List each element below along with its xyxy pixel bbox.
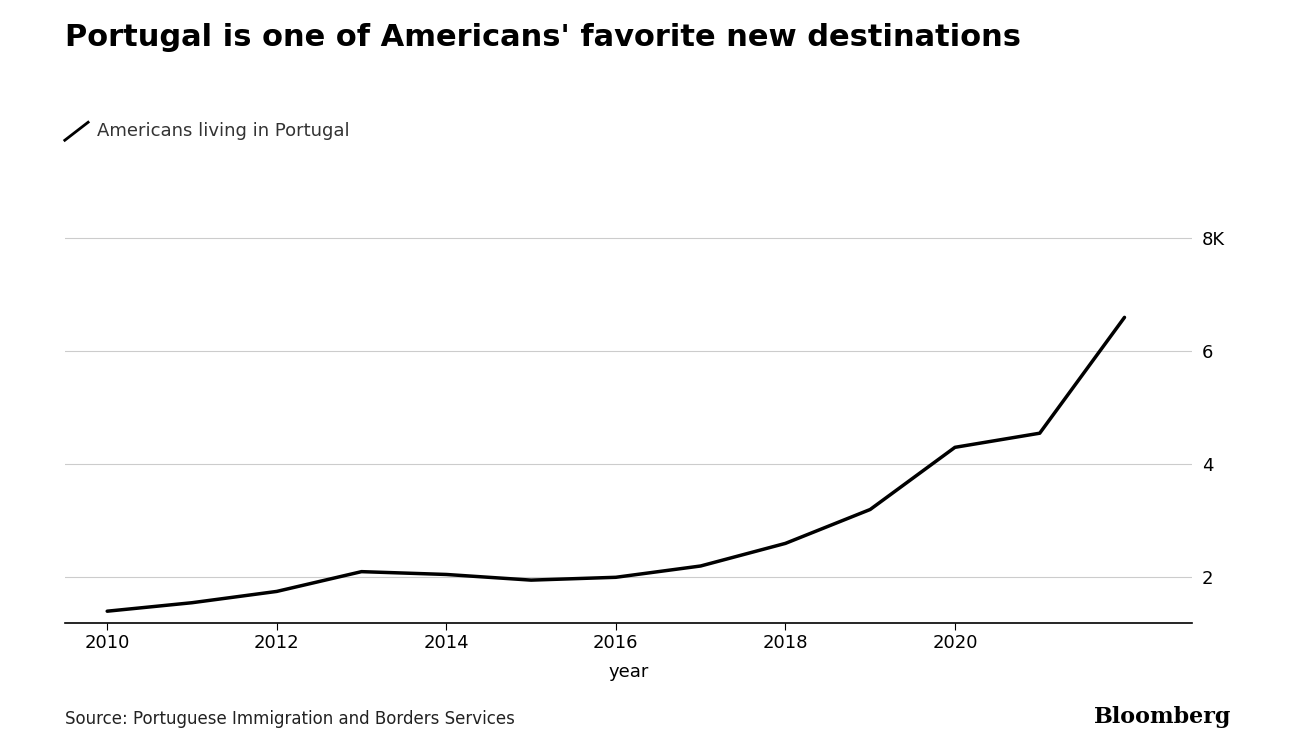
X-axis label: year: year [608, 664, 649, 682]
Text: Americans living in Portugal: Americans living in Portugal [97, 122, 350, 140]
Text: Portugal is one of Americans' favorite new destinations: Portugal is one of Americans' favorite n… [65, 22, 1021, 52]
Text: Source: Portuguese Immigration and Borders Services: Source: Portuguese Immigration and Borde… [65, 710, 515, 728]
Text: Bloomberg: Bloomberg [1094, 706, 1231, 728]
